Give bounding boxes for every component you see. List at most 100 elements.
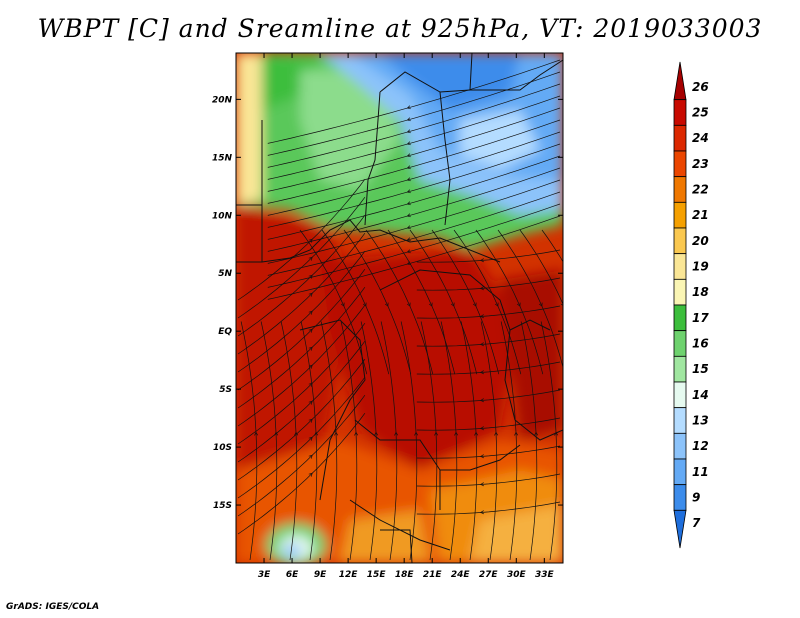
streamline [299,229,368,375]
streamline-arrow [479,510,485,515]
streamline [237,286,366,409]
lon-tick-label: 33E [535,570,555,580]
streamline [267,191,561,276]
streamline-arrow [406,177,411,182]
colorbar-label: 14 [692,388,709,402]
streamline-arrow [554,431,559,436]
streamline-arrow [450,302,455,307]
streamline-arrow [434,431,439,436]
streamline [267,95,561,180]
lon-tick-label: 15E [367,570,387,580]
streamline [440,321,458,561]
lat-tick-label: 5N [218,269,232,279]
colorbar-label: 13 [692,414,709,428]
streamline-arrow [406,105,411,110]
streamline [416,389,561,403]
lon-tick-label: 6E [286,570,299,580]
colorbar-segment [673,176,687,203]
streamline-arrow [494,302,499,307]
colorbar-label: 15 [692,362,709,376]
streamline-arrow [308,346,313,351]
streamline-arrow [406,302,411,307]
streamline [267,215,561,300]
streamline-arrow [254,431,259,436]
streamline-arrow [406,225,411,230]
streamline [267,143,561,228]
colorbar-label: 20 [692,234,709,248]
streamline-arrow [406,189,411,194]
lat-tick-label: 10S [213,443,232,453]
colorbar-segment [673,99,687,126]
streamline [420,321,438,561]
streamline-arrow [308,400,313,405]
chart-title: WBPT [C] and Sreamline at 925hPa, VT: 20… [37,14,763,43]
streamline-arrow [362,302,367,307]
lat-tick-label: 10N [212,211,233,221]
streamline-arrow [479,286,485,291]
streamline-arrow [308,364,313,369]
streamline-arrow [406,117,411,122]
colorbar-top-triangle [673,61,687,101]
streamline [340,321,358,561]
streamline-arrow [308,454,313,459]
streamline-arrow [308,310,313,315]
streamline-arrow [472,302,477,307]
streamline [267,155,561,240]
streamline [343,229,412,375]
colorbar-label: 9 [692,491,700,505]
colorbar-bottom-triangle [673,509,687,549]
streamline-arrow [479,342,485,347]
streamline-arrow [308,292,313,297]
lat-tick-label: 5S [219,385,232,395]
streamline-arrow [308,472,313,477]
streamline [520,321,538,561]
colorbar-label: 25 [692,106,709,120]
wbpt-field [236,53,563,563]
colorbar-segment [673,407,687,434]
lon-tick-label: 27E [479,570,499,580]
streamline [237,394,366,517]
axis-ticks: 3E 6E 9E 12E 15E 18E 21E 24E 27E 30E 33E 20N 15N 10N 5… [212,53,563,580]
map-frame [235,52,564,564]
streamline-arrow [308,238,313,243]
colorbar-label: 12 [692,439,709,453]
streamline [416,277,561,291]
lon-tick-label: 24E [451,570,471,580]
streamline [237,214,366,337]
streamline [267,83,561,168]
streamline [519,229,563,305]
streamline [387,229,456,375]
streamline [540,321,558,561]
colorbar-segment [673,458,687,486]
streamline [416,249,561,263]
colorbar-segment [673,355,687,383]
streamline-arrow [406,129,411,134]
streamline-arrow [428,302,433,307]
streamline-arrow [374,431,379,436]
lon-tick-label: 3E [258,570,271,580]
streamline [267,119,561,204]
streamline-arrow [479,314,485,319]
streamline [237,232,366,355]
streamline [416,305,561,319]
streamline-arrow [479,258,485,263]
streamline [237,196,366,319]
streamline [267,179,561,264]
streamline-arrow [354,431,359,436]
streamline-arrow [406,213,411,218]
colorbar-segment [673,124,687,152]
streamline [431,229,500,375]
streamline [416,333,561,347]
country-borders [236,53,563,563]
streamline [237,178,366,301]
colorbar-segment [673,150,687,178]
streamline-arrow [479,454,485,459]
streamline [237,268,366,391]
colorbar-label: 23 [692,157,709,171]
streamline-arrow [479,426,485,431]
lon-tick-label: 18E [395,570,415,580]
streamline [360,321,378,561]
colorbar-label: 18 [692,285,709,299]
streamline-arrow [406,165,411,170]
